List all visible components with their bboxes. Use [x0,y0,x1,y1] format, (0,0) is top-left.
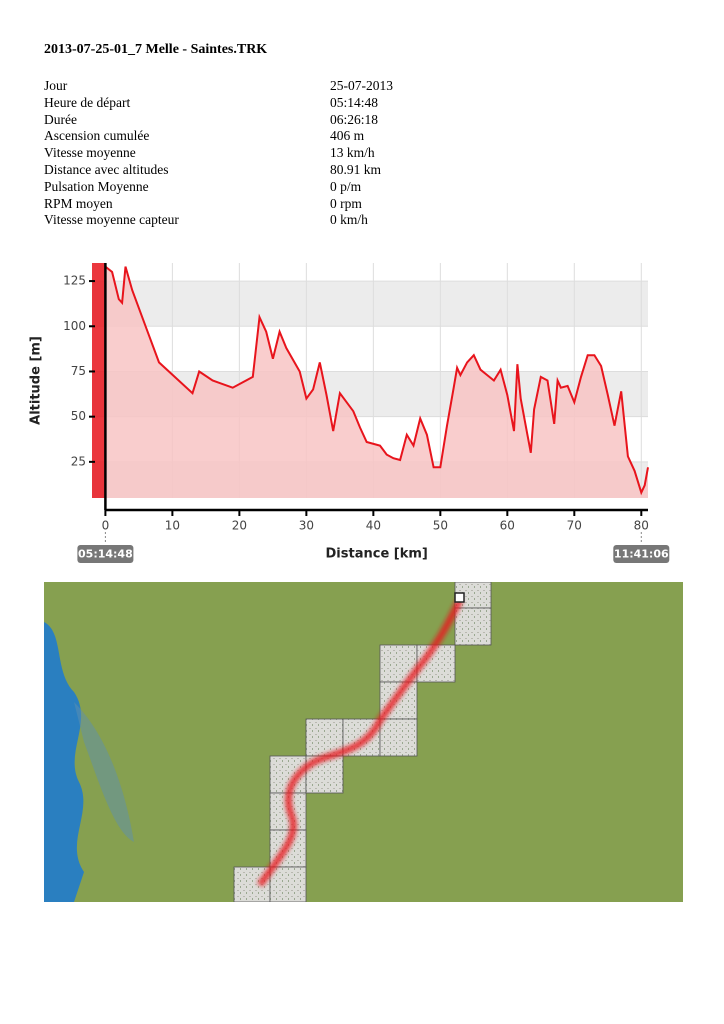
route [257,598,464,887]
marsh [74,702,134,842]
x-tick-label: 60 [500,519,515,533]
value-cell: 0 p/m [330,178,362,194]
sea [44,622,84,902]
value-cell: 06:26:18 [330,111,379,127]
x-tick-label: 30 [299,519,314,533]
y-axis-label: Altitude [m] [29,336,44,425]
line [104,265,649,496]
time-badge [77,545,134,563]
value-cell: 05:14:48 [330,94,379,110]
label-cell: Pulsation Moyenne [44,178,149,194]
y-tick-label: 75 [71,364,86,378]
table-row: Durée 06:26:18 [44,112,393,129]
document-title: 2013-07-25-01_7 Melle - Saintes.TRK [44,42,268,57]
label-cell: Vitesse moyenne capteur [44,212,179,228]
value-cell: 25-07-2013 [330,78,393,93]
time-label: 11:41:06 [614,548,669,561]
label-cell: Distance avec altitudes [44,161,169,177]
table-row: Heure de départ 05:14:48 [44,95,393,112]
y-tick-label: 100 [63,319,86,333]
label-cell: Ascension cumulée [44,128,150,144]
x-tick-label: 10 [165,519,180,533]
x-axis-label: Distance [km] [326,547,428,562]
value-cell: 80.91 km [330,161,382,177]
x-tick-label: 80 [634,519,649,533]
value-cell: 0 km/h [330,212,368,228]
table-row: Vitesse moyenne 13 km/h [44,145,393,162]
label-cell: RPM moyen [44,195,113,211]
grid-band [92,281,648,327]
label-cell: Heure de départ [44,94,131,110]
value-cell: 406 m [330,128,365,144]
table-row: Distance avec altitudes 80.91 km [44,162,393,179]
label-cell: Jour [44,78,68,93]
start-marker [454,592,465,603]
area-fill [105,266,648,498]
table-row: Ascension cumulée 406 m [44,128,393,145]
label-cell: Durée [44,111,77,127]
x-tick-label: 0 [102,519,110,533]
y-tick-label: 50 [71,409,86,423]
table-row: Vitesse moyenne capteur 0 km/h [44,212,393,229]
table-row: Jour 25-07-2013 [44,78,393,95]
y-tick-label: 125 [63,274,86,288]
table-row: Pulsation Moyenne 0 p/m [44,179,393,196]
value-cell: 0 rpm [330,195,362,211]
route-map [44,582,683,902]
x-tick-label: 70 [567,519,582,533]
summary-table: Jour 25-07-2013 Heure de départ 05:14:48 Dur… [44,78,393,229]
elevation-chart: 25 50 75 100 125 0 10 20 30 40 50 60 70 80 Distance [k… [29,263,670,563]
value-cell: 13 km/h [330,145,375,161]
label-cell: Vitesse moyenne [44,145,136,161]
table-row: RPM moyen 0 rpm [44,196,393,213]
y-tick-label: 25 [71,454,86,468]
time-label: 05:14:48 [78,548,133,561]
start-strip [92,263,106,498]
x-tick-label: 20 [232,519,247,533]
x-tick-label: 50 [433,519,448,533]
time-badge [613,545,670,563]
x-tick-label: 40 [366,519,381,533]
